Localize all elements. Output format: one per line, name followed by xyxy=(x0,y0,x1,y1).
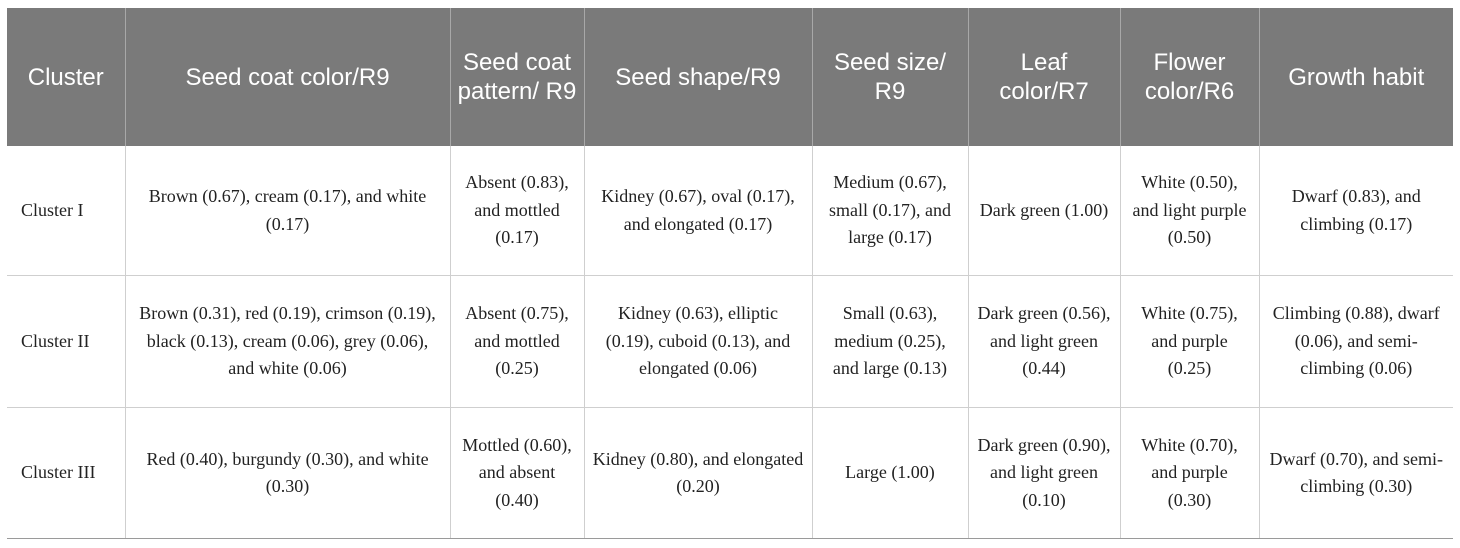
table-row: Cluster I Brown (0.67), cream (0.17), an… xyxy=(7,146,1453,276)
header-seed-shape: Seed shape/R9 xyxy=(584,8,813,146)
cell-seed-coat-pattern: Mottled (0.60), and absent (0.40) xyxy=(450,407,585,539)
header-seed-coat-pattern: Seed coat pattern/ R9 xyxy=(450,8,585,146)
header-leaf-color: Leaf color/R7 xyxy=(968,8,1121,146)
cell-seed-size: Large (1.00) xyxy=(812,407,969,539)
cell-seed-coat-color: Brown (0.31), red (0.19), crimson (0.19)… xyxy=(125,275,451,408)
header-growth-habit: Growth habit xyxy=(1259,8,1453,146)
cell-seed-shape: Kidney (0.67), oval (0.17), and elongate… xyxy=(584,146,813,276)
cell-flower-color: White (0.50), and light purple (0.50) xyxy=(1120,146,1260,276)
cell-seed-coat-pattern: Absent (0.83), and mottled (0.17) xyxy=(450,146,585,276)
cell-seed-size: Small (0.63), medium (0.25), and large (… xyxy=(812,275,969,408)
cell-cluster: Cluster III xyxy=(7,407,126,539)
header-row: Cluster Seed coat color/R9 Seed coat pat… xyxy=(7,8,1453,146)
cell-seed-shape: Kidney (0.80), and elongated (0.20) xyxy=(584,407,813,539)
cell-seed-size: Medium (0.67), small (0.17), and large (… xyxy=(812,146,969,276)
cell-flower-color: White (0.70), and purple (0.30) xyxy=(1120,407,1260,539)
cell-seed-coat-color: Red (0.40), burgundy (0.30), and white (… xyxy=(125,407,451,539)
table-row: Cluster III Red (0.40), burgundy (0.30),… xyxy=(7,407,1453,539)
cluster-traits-table: Cluster Seed coat color/R9 Seed coat pat… xyxy=(7,8,1453,539)
cell-seed-shape: Kidney (0.63), elliptic (0.19), cuboid (… xyxy=(584,275,813,408)
cell-leaf-color: Dark green (1.00) xyxy=(968,146,1121,276)
cell-leaf-color: Dark green (0.56), and light green (0.44… xyxy=(968,275,1121,408)
cell-growth-habit: Dwarf (0.70), and semi-climbing (0.30) xyxy=(1259,407,1453,539)
cell-seed-coat-pattern: Absent (0.75), and mottled (0.25) xyxy=(450,275,585,408)
cell-flower-color: White (0.75), and purple (0.25) xyxy=(1120,275,1260,408)
cell-growth-habit: Dwarf (0.83), and climbing (0.17) xyxy=(1259,146,1453,276)
cell-cluster: Cluster II xyxy=(7,275,126,408)
cell-cluster: Cluster I xyxy=(7,146,126,276)
header-seed-size: Seed size/ R9 xyxy=(812,8,969,146)
table-row: Cluster II Brown (0.31), red (0.19), cri… xyxy=(7,275,1453,408)
cell-growth-habit: Climbing (0.88), dwarf (0.06), and semi-… xyxy=(1259,275,1453,408)
cell-seed-coat-color: Brown (0.67), cream (0.17), and white (0… xyxy=(125,146,451,276)
header-seed-coat-color: Seed coat color/R9 xyxy=(125,8,451,146)
cell-leaf-color: Dark green (0.90), and light green (0.10… xyxy=(968,407,1121,539)
header-flower-color: Flower color/R6 xyxy=(1120,8,1260,146)
header-cluster: Cluster xyxy=(7,8,126,146)
